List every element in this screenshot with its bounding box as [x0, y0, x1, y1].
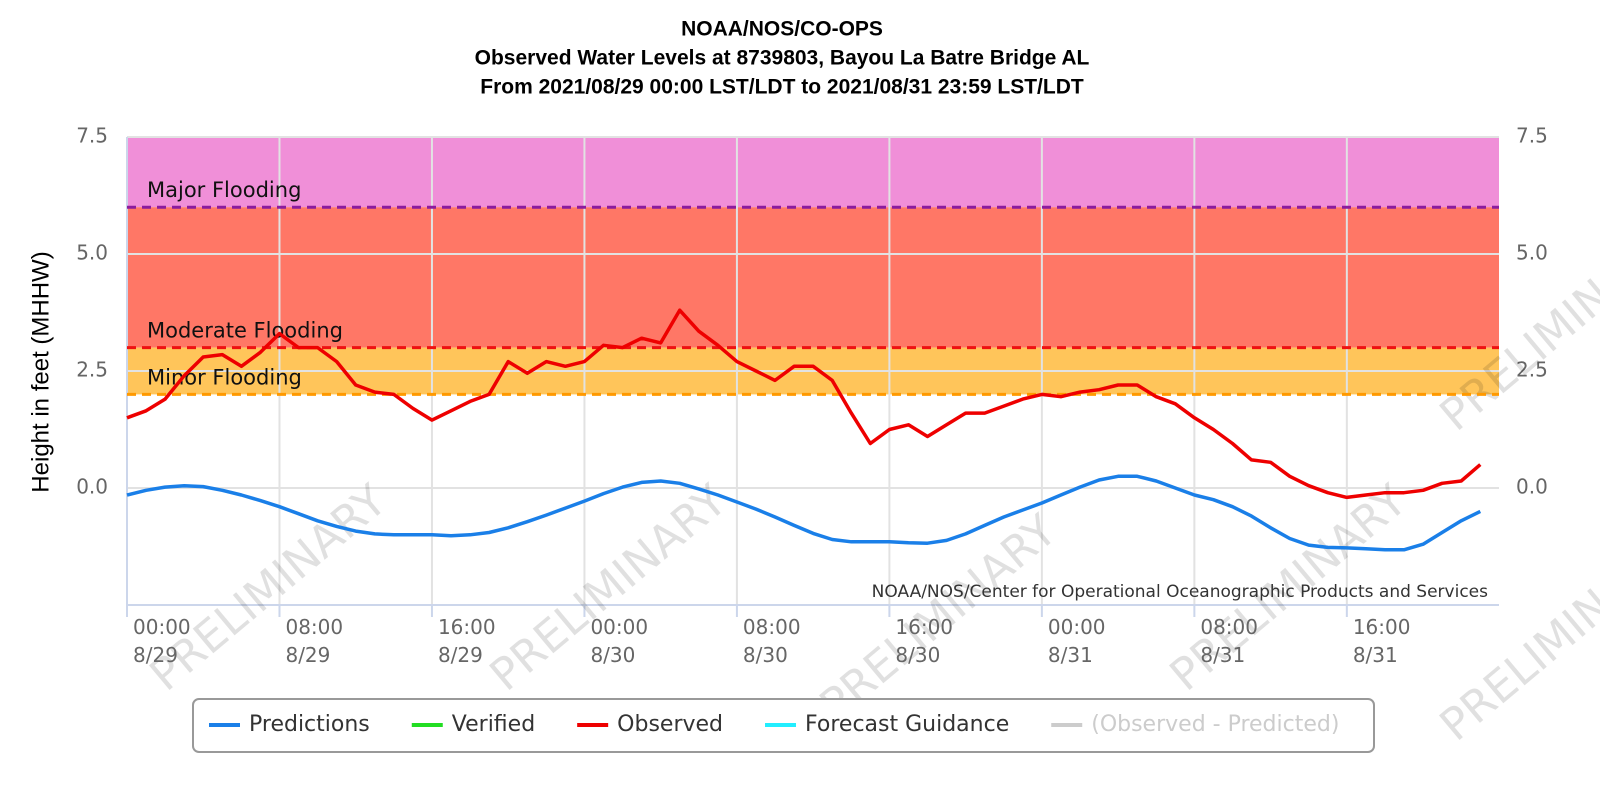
- legend-label: (Observed - Predicted): [1091, 712, 1339, 737]
- flood-band: [127, 207, 1499, 348]
- threshold-label: Minor Flooding: [147, 365, 302, 389]
- x-tick-label: 00:00 8/30: [590, 615, 649, 667]
- legend-label: Verified: [452, 712, 535, 737]
- watermark: PRELIMINARY: [1431, 525, 1600, 751]
- y2-tick-label: 5.0: [1516, 241, 1548, 265]
- x-tick-label: 08:00 8/29: [285, 615, 344, 667]
- chart-subtitle: Observed Water Levels at 8739803, Bayou …: [475, 47, 1090, 70]
- threshold-label: Major Flooding: [147, 178, 301, 202]
- chart-title: NOAA/NOS/CO-OPS: [681, 18, 883, 41]
- legend-label: Predictions: [249, 712, 370, 737]
- x-tick-label: 00:00 8/29: [133, 615, 191, 667]
- threshold-label: Moderate Flooding: [147, 319, 343, 343]
- y2-tick-label: 2.5: [1516, 358, 1548, 382]
- x-tick-label: 16:00 8/29: [437, 615, 496, 667]
- x-tick-label: 08:00 8/30: [742, 615, 801, 667]
- y2-tick-label: 0.0: [1516, 475, 1548, 499]
- x-tick-label: 00:00 8/31: [1047, 615, 1106, 667]
- x-tick-label: 16:00 8/30: [895, 615, 954, 667]
- y-tick-label: 5.0: [76, 241, 108, 265]
- y-tick-label: 2.5: [76, 358, 108, 382]
- chart-subtitle: From 2021/08/29 00:00 LST/LDT to 2021/08…: [480, 76, 1084, 99]
- y-axis-title: Height in feet (MHHW): [27, 251, 54, 492]
- data-line: [126, 474, 1482, 552]
- legend-label: Observed: [617, 712, 723, 737]
- flood-band: [127, 137, 1499, 208]
- x-tick-label: 08:00 8/31: [1200, 615, 1258, 667]
- y-tick-label: 7.5: [76, 124, 108, 148]
- credits: NOAA/NOS/Center for Operational Oceanogr…: [872, 582, 1488, 602]
- data-line: [126, 308, 1482, 500]
- y2-tick-label: 7.5: [1516, 124, 1548, 148]
- x-tick-label: 16:00 8/31: [1352, 615, 1411, 667]
- y-tick-label: 0.0: [76, 475, 108, 499]
- legend-label: Forecast Guidance: [805, 712, 1009, 737]
